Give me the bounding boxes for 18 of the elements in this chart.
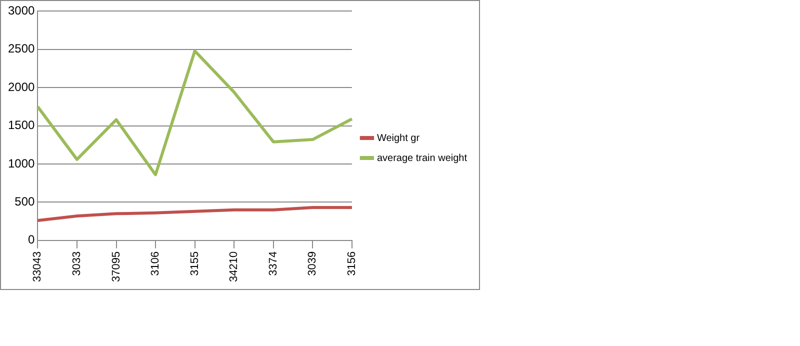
y-tick-label: 2000 bbox=[8, 80, 36, 94]
x-tick-label: 33043 bbox=[32, 251, 44, 282]
y-tick-label: 0 bbox=[28, 232, 36, 247]
x-tick-label: 3106 bbox=[150, 251, 162, 276]
x-tick-label: 37095 bbox=[110, 251, 122, 282]
x-tick-label: 3039 bbox=[306, 251, 319, 276]
x-tick-label: 3033 bbox=[71, 251, 84, 276]
y-tick-label: 500 bbox=[14, 194, 36, 209]
x-tick-label: 34210 bbox=[228, 251, 240, 282]
y-tick-label: 1000 bbox=[8, 156, 36, 170]
x-tick-label: 3374 bbox=[267, 251, 280, 276]
y-tick-label: 3000 bbox=[8, 4, 36, 18]
y-tick-label: 2500 bbox=[8, 42, 36, 56]
legend-label: average train weight bbox=[376, 152, 468, 164]
x-tick-label: 3156 bbox=[346, 251, 358, 276]
x-tick-label: 3155 bbox=[188, 251, 201, 276]
legend-label: Weight gr bbox=[376, 132, 420, 144]
y-tick-label: 1500 bbox=[8, 118, 36, 132]
